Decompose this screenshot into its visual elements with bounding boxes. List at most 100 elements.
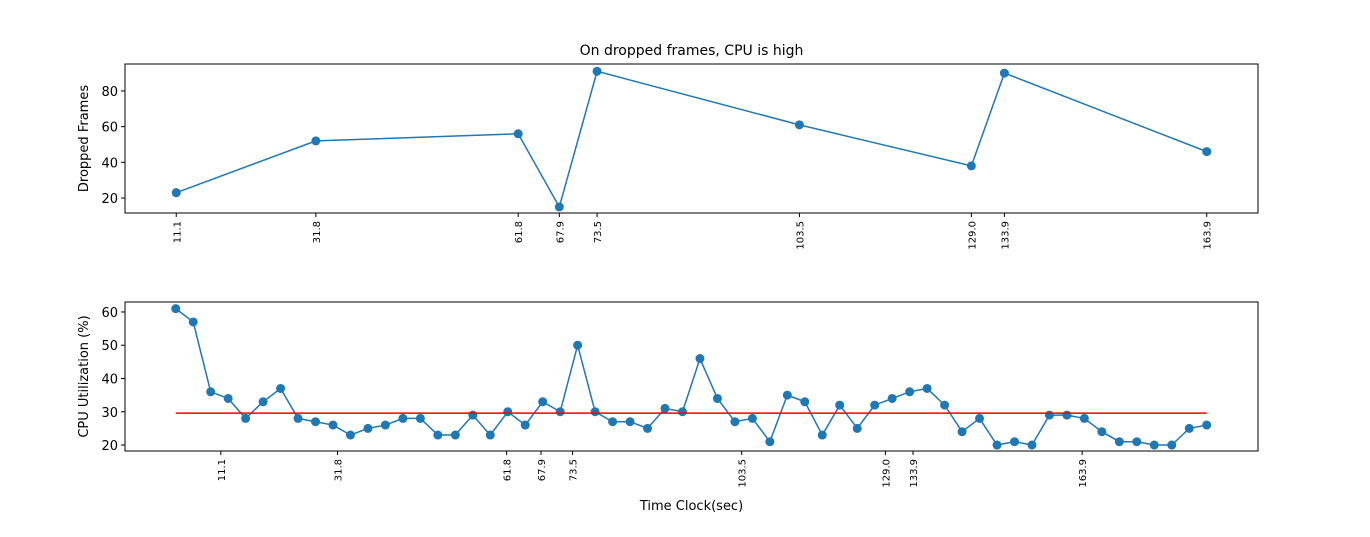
point (966, 161, 976, 171)
point (992, 440, 1002, 450)
point (171, 304, 181, 314)
point (887, 393, 897, 403)
point (712, 393, 722, 403)
point (905, 387, 915, 397)
x-tick-label: 133.9 (909, 459, 920, 488)
point (188, 317, 198, 327)
x-tick-label: 103.5 (795, 221, 806, 250)
point (171, 188, 181, 198)
point (450, 430, 460, 440)
point (643, 423, 653, 433)
point (311, 417, 321, 427)
point (999, 68, 1009, 78)
point (328, 420, 338, 430)
point (276, 383, 286, 393)
point (794, 120, 804, 130)
x-tick-label: 129.0 (881, 459, 892, 488)
chart-title: On dropped frames, CPU is high (580, 43, 804, 59)
point (1167, 440, 1177, 450)
y-tick-label: 50 (101, 339, 118, 354)
point (1027, 440, 1037, 450)
x-tick-label: 67.9 (537, 459, 548, 481)
point (1097, 427, 1107, 437)
point (800, 397, 810, 407)
point (380, 420, 390, 430)
point (1202, 147, 1212, 157)
point (1062, 410, 1072, 420)
point (730, 417, 740, 427)
x-axis-label: Time Clock(sec) (639, 499, 743, 514)
point (206, 387, 216, 397)
point (590, 407, 600, 417)
point (223, 393, 233, 403)
y-tick-label: 60 (101, 306, 118, 321)
point (1044, 410, 1054, 420)
point (1079, 413, 1089, 423)
x-tick-label: 133.9 (1000, 221, 1011, 250)
y-tick-label: 20 (101, 192, 118, 207)
y-tick-label: 20 (101, 439, 118, 454)
point (415, 413, 425, 423)
x-tick-label: 103.5 (738, 459, 749, 488)
series-line (175, 70, 1208, 209)
point (1184, 423, 1194, 433)
point (1009, 437, 1019, 447)
point (765, 437, 775, 447)
point (503, 407, 513, 417)
x-tick-label: 61.8 (514, 221, 525, 243)
point (695, 354, 705, 364)
point (345, 430, 355, 440)
point (241, 413, 251, 423)
point (433, 430, 443, 440)
point (677, 407, 687, 417)
axes-frame (124, 63, 1259, 214)
x-tick-label: 163.9 (1078, 459, 1089, 488)
point (1149, 440, 1159, 450)
point (513, 129, 523, 139)
y-axis-label: CPU Utilization (%) (77, 315, 92, 437)
point (835, 400, 845, 410)
point (852, 423, 862, 433)
y-tick-label: 40 (101, 372, 118, 387)
point (922, 383, 932, 393)
y-tick-label: 60 (101, 121, 118, 136)
point (573, 340, 583, 350)
axes-frame (124, 301, 1259, 452)
x-tick-label: 11.1 (172, 221, 183, 243)
point (940, 400, 950, 410)
point (520, 420, 530, 430)
x-tick-label: 67.9 (555, 221, 566, 243)
x-tick-label: 11.1 (217, 459, 228, 481)
point (608, 417, 618, 427)
x-tick-label: 61.8 (503, 459, 514, 481)
point (485, 430, 495, 440)
point (782, 390, 792, 400)
point (293, 413, 303, 423)
x-tick-label: 163.9 (1203, 221, 1214, 250)
point (625, 417, 635, 427)
x-tick-label: 73.5 (593, 221, 604, 243)
point (258, 397, 268, 407)
point (555, 407, 565, 417)
point (468, 410, 478, 420)
point (975, 413, 985, 423)
y-tick-label: 30 (101, 406, 118, 421)
point (1132, 437, 1142, 447)
x-tick-label: 129.0 (967, 221, 978, 250)
y-axis-label: Dropped Frames (77, 85, 92, 192)
point (398, 413, 408, 423)
point (660, 403, 670, 413)
point (592, 66, 602, 76)
point (957, 427, 967, 437)
point (1202, 420, 1212, 430)
x-tick-label: 31.8 (334, 459, 345, 481)
point (363, 423, 373, 433)
y-tick-label: 40 (101, 156, 118, 171)
y-tick-label: 80 (101, 85, 118, 100)
point (311, 136, 321, 146)
point (1114, 437, 1124, 447)
point (538, 397, 548, 407)
x-tick-label: 31.8 (312, 221, 323, 243)
point (747, 413, 757, 423)
